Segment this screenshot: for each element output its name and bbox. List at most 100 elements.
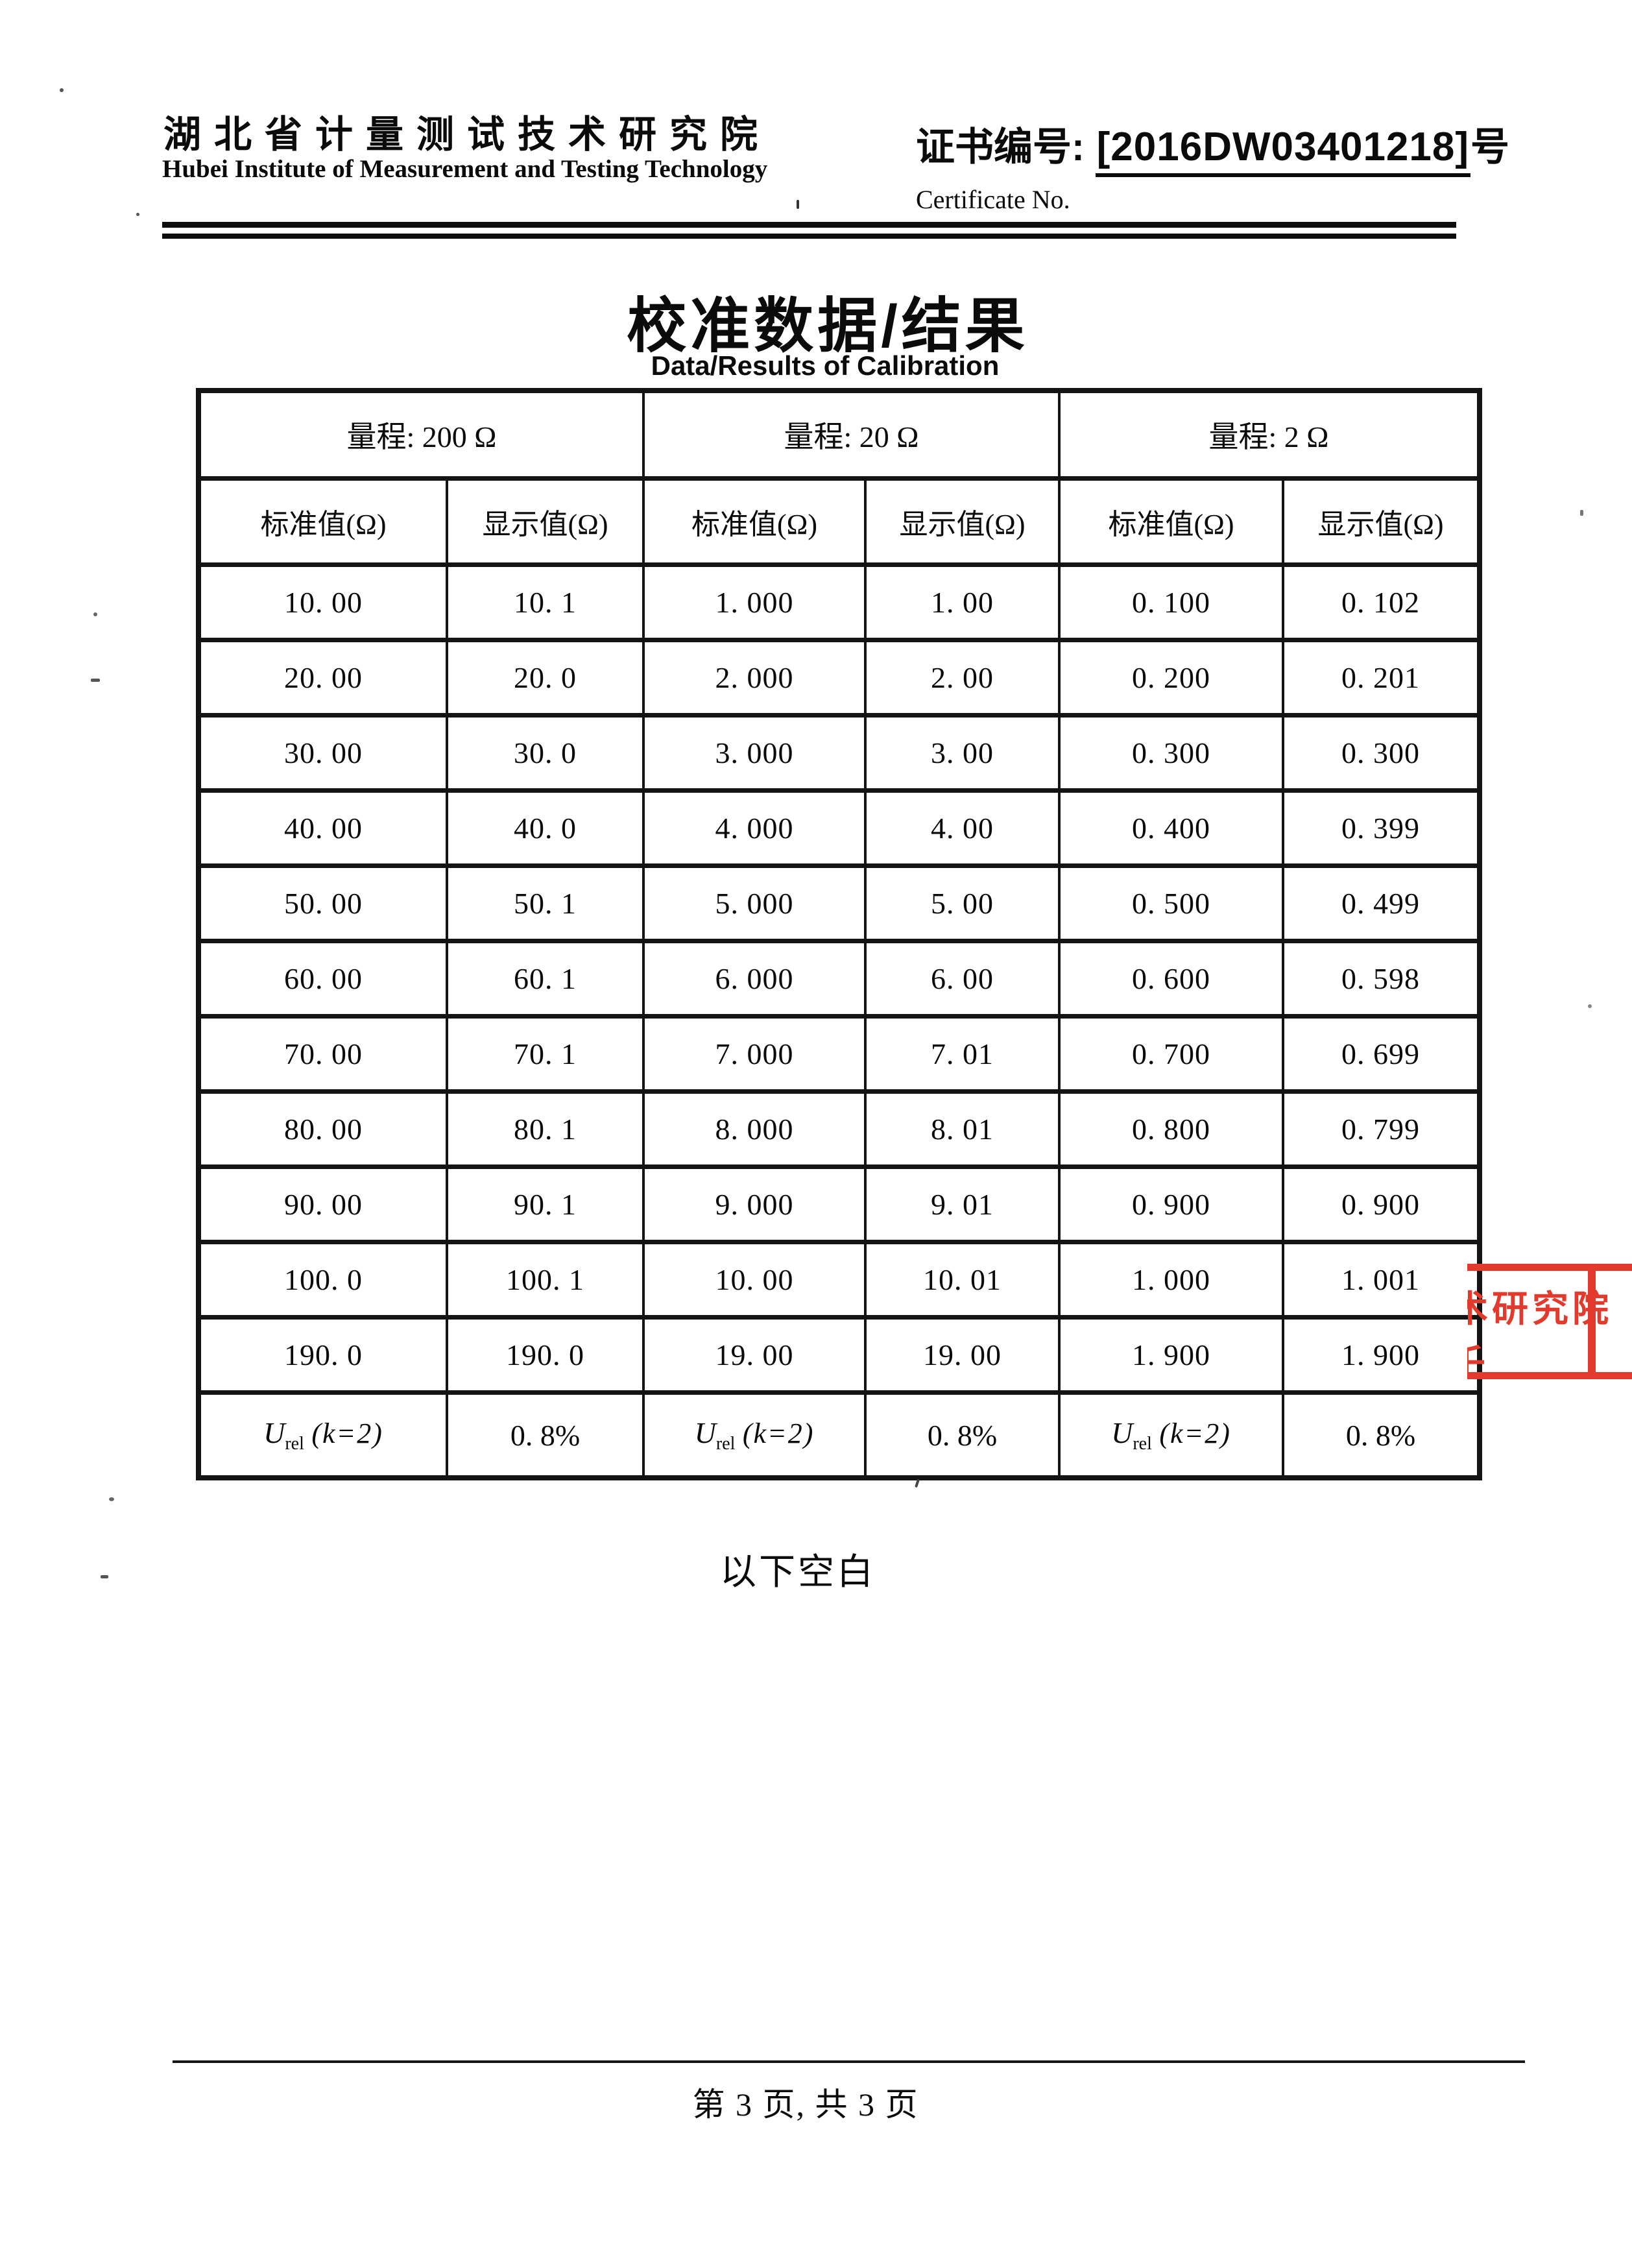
table-cell: 20. 00 — [197, 638, 448, 718]
table-cell: 3. 00 — [864, 713, 1061, 793]
red-stamp-text: 术研究院 — [1467, 1280, 1613, 1333]
table-cell: 60. 00 — [197, 939, 448, 1019]
table-cell: 10. 00 — [197, 562, 448, 642]
range-cell-20ohm: 量程: 20 Ω — [642, 388, 1061, 481]
table-cell: 60. 1 — [446, 939, 645, 1019]
scan-speck — [91, 679, 100, 682]
uncertainty-label: Urel (k=2) — [642, 1390, 867, 1480]
table-cell: 50. 1 — [446, 863, 645, 943]
table-cell: 0. 598 — [1282, 939, 1481, 1019]
table-cell: 100. 1 — [446, 1240, 645, 1320]
table-cell: 1. 001 — [1282, 1240, 1481, 1320]
table-cell: 190. 0 — [197, 1315, 448, 1395]
table-cell: 40. 0 — [446, 788, 645, 868]
uncertainty-symbol: U — [263, 1416, 285, 1449]
table-cell: 4. 000 — [642, 788, 867, 868]
page-number: 第 3 页, 共 3 页 — [692, 2086, 919, 2123]
uncertainty-symbol: U — [694, 1416, 716, 1449]
calibration-table: 量程: 200 Ω 量程: 20 Ω 量程: 2 Ω 标准值(Ω) 显示值(Ω)… — [196, 388, 1482, 1480]
scan-speck — [60, 88, 64, 92]
scan-speck — [109, 1497, 114, 1501]
col-header-display: 显示值(Ω) — [1282, 476, 1481, 567]
scan-speck — [136, 213, 139, 216]
table-row: 50. 00 50. 1 5. 000 5. 00 0. 500 0. 499 — [197, 863, 1481, 943]
table-cell: 0. 499 — [1282, 863, 1481, 943]
table-cell: 0. 300 — [1282, 713, 1481, 793]
uncertainty-subscript: rel — [1133, 1434, 1152, 1454]
range-cell-2ohm: 量程: 2 Ω — [1058, 388, 1481, 481]
table-row: 80. 00 80. 1 8. 000 8. 01 0. 800 0. 799 — [197, 1089, 1481, 1169]
table-cell: 6. 00 — [864, 939, 1061, 1019]
uncertainty-label: Urel (k=2) — [197, 1390, 448, 1480]
col-header-standard: 标准值(Ω) — [642, 476, 867, 567]
table-cell: 5. 000 — [642, 863, 867, 943]
uncertainty-label: Urel (k=2) — [1058, 1390, 1284, 1480]
range-header-row: 量程: 200 Ω 量程: 20 Ω 量程: 2 Ω — [197, 388, 1481, 481]
table-cell: 19. 00 — [642, 1315, 867, 1395]
table-cell: 1. 000 — [1058, 1240, 1284, 1320]
table-cell: 9. 01 — [864, 1164, 1061, 1244]
table-cell: 0. 200 — [1058, 638, 1284, 718]
page-title-en: Data/Results of Calibration — [651, 350, 1000, 381]
table-cell: 70. 00 — [197, 1014, 448, 1094]
table-cell: 5. 00 — [864, 863, 1061, 943]
table-cell: 19. 00 — [864, 1315, 1061, 1395]
table-cell: 10. 00 — [642, 1240, 867, 1320]
table-cell: 0. 900 — [1058, 1164, 1284, 1244]
table-row: 190. 0 190. 0 19. 00 19. 00 1. 900 1. 900 — [197, 1315, 1481, 1395]
uncertainty-condition: (k=2) — [742, 1417, 815, 1449]
table-cell: 9. 000 — [642, 1164, 867, 1244]
certificate-number-label: 证书编号: — [916, 125, 1096, 169]
table-cell: 0. 399 — [1282, 788, 1481, 868]
table-cell: 70. 1 — [446, 1014, 645, 1094]
table-cell: 10. 01 — [864, 1240, 1061, 1320]
table-cell: 0. 800 — [1058, 1089, 1284, 1169]
table-cell: 0. 100 — [1058, 562, 1284, 642]
table-cell: 7. 000 — [642, 1014, 867, 1094]
uncertainty-value: 0. 8% — [1282, 1390, 1481, 1480]
table-row: 20. 00 20. 0 2. 000 2. 00 0. 200 0. 201 — [197, 638, 1481, 718]
table-cell: 0. 799 — [1282, 1089, 1481, 1169]
table-cell: 4. 00 — [864, 788, 1061, 868]
uncertainty-value: 0. 8% — [446, 1390, 645, 1480]
table-cell: 50. 00 — [197, 863, 448, 943]
page-title-cn: 校准数据/结果 — [627, 293, 1029, 359]
table-cell: 90. 00 — [197, 1164, 448, 1244]
table-cell: 30. 0 — [446, 713, 645, 793]
table-cell: 0. 600 — [1058, 939, 1284, 1019]
institute-name-cn: 湖北省计量测试技术研究院 — [163, 114, 771, 156]
table-row: 100. 0 100. 1 10. 00 10. 01 1. 000 1. 001 — [197, 1240, 1481, 1320]
scan-speck — [797, 200, 799, 209]
table-cell: 20. 0 — [446, 638, 645, 718]
table-cell: 2. 00 — [864, 638, 1061, 718]
institute-name-en: Hubei Institute of Measurement and Testi… — [162, 155, 768, 183]
uncertainty-row: Urel (k=2) 0. 8% Urel (k=2) 0. 8% Urel (… — [197, 1390, 1481, 1480]
footer-divider-rule — [173, 2060, 1525, 2063]
table-cell: 2. 000 — [642, 638, 867, 718]
table-row: 70. 00 70. 1 7. 000 7. 01 0. 700 0. 699 — [197, 1014, 1481, 1094]
table-row: 60. 00 60. 1 6. 000 6. 00 0. 600 0. 598 — [197, 939, 1481, 1019]
table-cell: 80. 00 — [197, 1089, 448, 1169]
uncertainty-subscript: rel — [715, 1434, 736, 1454]
certificate-number-suffix: 号 — [1470, 125, 1510, 169]
table-cell: 6. 000 — [642, 939, 867, 1019]
range-cell-200ohm: 量程: 200 Ω — [197, 388, 645, 481]
scan-speck — [1580, 510, 1583, 516]
scan-speck — [1588, 1004, 1592, 1008]
certificate-number-label-en: Certificate No. — [916, 185, 1070, 214]
table-cell: 40. 00 — [197, 788, 448, 868]
col-header-standard: 标准值(Ω) — [1058, 476, 1284, 567]
table-cell: 0. 400 — [1058, 788, 1284, 868]
table-cell: 10. 1 — [446, 562, 645, 642]
table-cell: 0. 700 — [1058, 1014, 1284, 1094]
table-cell: 30. 00 — [197, 713, 448, 793]
table-cell: 0. 201 — [1282, 638, 1481, 718]
table-cell: 100. 0 — [197, 1240, 448, 1320]
table-body: 10. 00 10. 1 1. 000 1. 00 0. 100 0. 102 20. 00… — [197, 562, 1481, 1395]
uncertainty-subscript: rel — [285, 1434, 304, 1454]
table-cell: 0. 500 — [1058, 863, 1284, 943]
certificate-number-block: 证书编号: [2016DW03401218]号 — [916, 115, 1510, 177]
table-cell: 1. 900 — [1282, 1315, 1481, 1395]
table-cell: 8. 01 — [864, 1089, 1061, 1169]
